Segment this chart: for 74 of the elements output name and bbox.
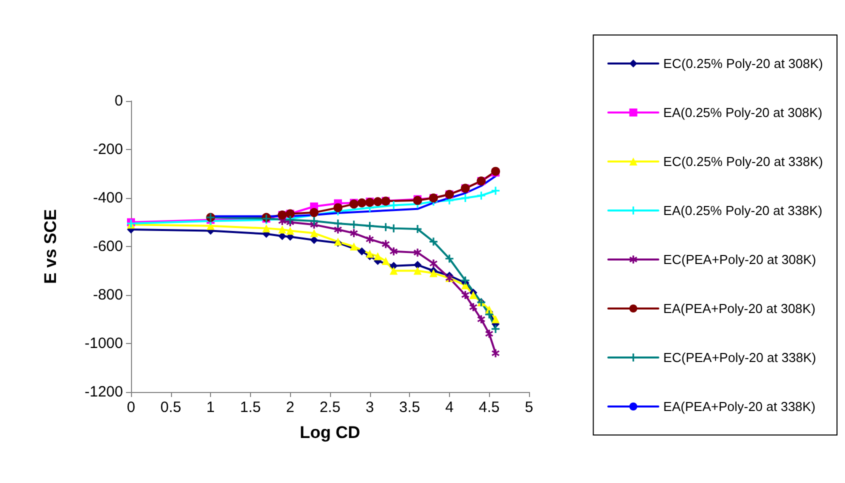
point bbox=[382, 240, 390, 248]
legend-label: EA(0.25% Poly-20 at 308K) bbox=[663, 105, 822, 120]
x-tick-label: 3 bbox=[366, 399, 374, 416]
point bbox=[350, 242, 358, 250]
x-tick-label: 1.5 bbox=[240, 399, 261, 416]
x-tick-label: 1 bbox=[206, 399, 215, 416]
point bbox=[445, 254, 454, 263]
y-tick-label: 0 bbox=[114, 92, 123, 110]
x-tick-label: 4.5 bbox=[478, 399, 500, 416]
point bbox=[310, 229, 318, 238]
point bbox=[366, 222, 374, 230]
y-tick-label: -200 bbox=[92, 141, 123, 158]
point bbox=[390, 266, 398, 275]
x-tick-label: 5 bbox=[524, 399, 534, 416]
point bbox=[390, 224, 398, 232]
point bbox=[492, 324, 500, 333]
point bbox=[286, 226, 294, 235]
point bbox=[374, 252, 382, 260]
point bbox=[310, 217, 318, 226]
legend-label: EA(PEA+Poly-20 at 338K) bbox=[663, 399, 816, 414]
point bbox=[366, 250, 374, 258]
point bbox=[461, 291, 470, 299]
x-tick-label: 0.5 bbox=[160, 399, 182, 416]
legend-label: EC(PEA+Poly-20 at 308K) bbox=[663, 252, 816, 267]
point bbox=[429, 269, 438, 278]
point bbox=[390, 247, 398, 256]
y-tick-label: -600 bbox=[92, 238, 123, 255]
point bbox=[357, 198, 366, 208]
point bbox=[350, 229, 358, 238]
point bbox=[469, 291, 478, 299]
point bbox=[278, 226, 286, 234]
point bbox=[414, 248, 422, 257]
point bbox=[477, 192, 486, 200]
y-axis-title: E vs SCE bbox=[41, 209, 60, 284]
y-tick-label: -1000 bbox=[84, 335, 123, 352]
x-tick-label: 3.5 bbox=[399, 399, 420, 416]
y-tick-label: -400 bbox=[92, 190, 123, 206]
x-tick-label: 2.5 bbox=[320, 399, 340, 416]
point bbox=[485, 310, 494, 318]
point bbox=[477, 315, 486, 324]
point bbox=[390, 201, 398, 210]
point bbox=[429, 259, 438, 268]
point bbox=[414, 266, 422, 275]
legend-label: EC(PEA+Poly-20 at 338K) bbox=[663, 350, 816, 365]
point bbox=[461, 194, 470, 202]
point bbox=[350, 220, 358, 229]
point bbox=[333, 203, 342, 212]
point bbox=[334, 219, 342, 228]
y-tick-label: -800 bbox=[92, 286, 123, 304]
point bbox=[414, 225, 422, 234]
point bbox=[382, 223, 390, 232]
point bbox=[485, 330, 494, 338]
point bbox=[262, 224, 270, 232]
legend-label: EC(0.25% Poly-20 at 308K) bbox=[663, 56, 824, 71]
point bbox=[358, 247, 366, 256]
x-axis-title: Log CD bbox=[300, 423, 360, 442]
point bbox=[469, 303, 478, 312]
y-tick-label: -1200 bbox=[84, 384, 123, 400]
point bbox=[382, 257, 390, 266]
x-tick-label: 2 bbox=[286, 399, 294, 416]
point bbox=[492, 315, 500, 324]
point bbox=[414, 260, 422, 269]
point bbox=[429, 238, 438, 246]
point bbox=[310, 208, 319, 218]
point bbox=[373, 197, 382, 206]
legend-label: EA(0.25% Poly-20 at 338K) bbox=[663, 203, 822, 218]
point bbox=[492, 349, 500, 358]
legend-label: EA(PEA+Poly-20 at 308K) bbox=[663, 301, 816, 316]
x-tick-label: 4 bbox=[445, 399, 454, 416]
point bbox=[461, 276, 470, 284]
point bbox=[366, 235, 374, 244]
x-tick-label: 0 bbox=[126, 399, 136, 416]
legend-label: EC(0.25% Poly-20 at 338K) bbox=[663, 154, 824, 169]
point bbox=[492, 186, 500, 195]
